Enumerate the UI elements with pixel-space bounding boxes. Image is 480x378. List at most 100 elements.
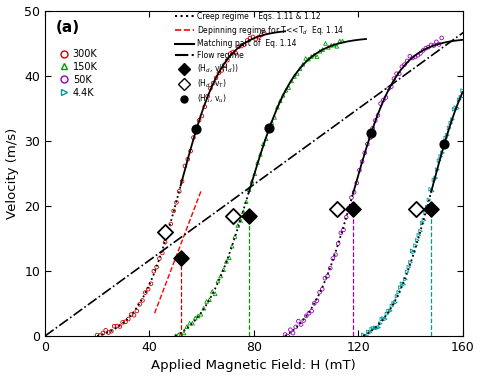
Point — [412, 206, 420, 212]
Point — [368, 326, 376, 332]
Point — [288, 78, 295, 84]
Point — [385, 308, 393, 314]
Point — [403, 58, 411, 64]
Point — [435, 158, 443, 164]
Point — [144, 286, 152, 292]
Point — [180, 330, 188, 336]
Point — [172, 333, 180, 339]
Point — [407, 259, 414, 265]
Point — [237, 217, 244, 223]
Point — [214, 278, 222, 284]
Point — [297, 322, 305, 328]
Point — [217, 273, 225, 279]
Point — [412, 243, 420, 249]
Point — [442, 135, 450, 141]
Point — [167, 221, 175, 227]
Point — [99, 330, 107, 336]
Point — [234, 223, 241, 229]
Point — [441, 141, 448, 147]
Point — [240, 42, 248, 48]
Point — [150, 268, 157, 274]
Point — [201, 104, 209, 110]
Point — [299, 61, 307, 67]
Point — [173, 200, 180, 206]
Point — [181, 163, 189, 169]
Point — [260, 30, 268, 36]
Point — [400, 281, 408, 287]
Point — [153, 264, 160, 270]
Point — [405, 264, 413, 270]
Point — [243, 37, 251, 43]
Point — [417, 228, 424, 234]
Point — [380, 315, 387, 321]
Point — [457, 94, 465, 101]
Point — [437, 153, 444, 160]
Point — [387, 84, 395, 90]
Point — [108, 328, 115, 334]
Point — [290, 73, 298, 79]
Point — [429, 188, 436, 194]
Point — [258, 32, 265, 38]
Point — [227, 51, 234, 57]
Point — [370, 325, 377, 331]
Point — [240, 209, 247, 215]
Point — [390, 76, 398, 82]
Point — [366, 329, 374, 335]
Point — [235, 44, 242, 50]
Point — [175, 188, 183, 194]
Point — [375, 324, 383, 330]
Point — [420, 217, 428, 223]
Point — [255, 34, 263, 40]
Point — [164, 228, 172, 234]
Point — [195, 117, 203, 123]
Point — [189, 320, 196, 326]
Point — [265, 127, 273, 133]
Point — [124, 316, 132, 322]
Point — [279, 92, 287, 98]
Point — [205, 297, 213, 303]
Point — [319, 46, 326, 53]
Point — [358, 158, 366, 164]
Point — [366, 135, 374, 141]
Legend: 300K, 150K, 50K, 4.4K: 300K, 150K, 50K, 4.4K — [58, 48, 98, 99]
Point — [401, 62, 408, 68]
Point — [238, 43, 245, 49]
Point — [302, 56, 310, 62]
Point — [435, 42, 443, 48]
Point — [318, 286, 326, 292]
Point — [174, 332, 182, 338]
Point — [439, 150, 446, 156]
Point — [396, 71, 403, 77]
Point — [324, 273, 331, 279]
Point — [438, 35, 445, 41]
Point — [449, 116, 456, 122]
Point — [413, 237, 421, 243]
X-axis label: Applied Magnetic Field: H (mT): Applied Magnetic Field: H (mT) — [151, 359, 356, 372]
Point — [251, 170, 259, 177]
Point — [223, 259, 230, 265]
Point — [333, 43, 341, 49]
Point — [345, 205, 353, 211]
Point — [349, 206, 357, 212]
Point — [178, 178, 186, 184]
Point — [127, 311, 135, 318]
Point — [121, 319, 129, 325]
Point — [327, 42, 335, 48]
Point — [158, 250, 166, 256]
Point — [293, 70, 301, 76]
Point — [363, 141, 371, 147]
Point — [385, 85, 393, 91]
Point — [411, 54, 419, 60]
Point — [186, 320, 193, 326]
Point — [322, 40, 329, 46]
Point — [96, 333, 104, 339]
Point — [302, 313, 310, 319]
Point — [192, 126, 200, 132]
Point — [372, 325, 379, 331]
Point — [425, 197, 433, 203]
Point — [372, 118, 379, 124]
Point — [427, 186, 434, 192]
Point — [363, 333, 371, 339]
Point — [422, 210, 430, 216]
Point — [350, 189, 358, 195]
